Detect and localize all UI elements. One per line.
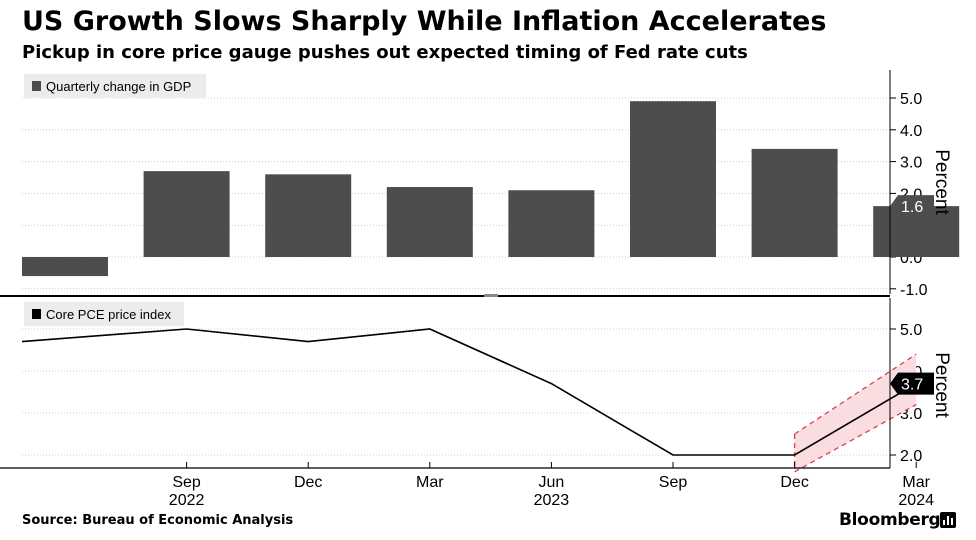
x-tick-label: Mar: [902, 474, 930, 491]
pce-legend-bg: [24, 302, 184, 326]
gdp-bar: [143, 171, 230, 257]
gdp-bar: [508, 190, 595, 257]
bloomberg-logo: Bloomberg: [839, 510, 941, 530]
gdp-tick-label: -1.0: [900, 282, 928, 299]
gdp-tick-label: 3.0: [900, 155, 922, 172]
pce-tick-label: 5.0: [900, 322, 922, 339]
chart-title: US Growth Slows Sharply While Inflation …: [22, 6, 827, 37]
bloomberg-icon: [940, 512, 956, 528]
gdp-tick-label: 4.0: [900, 123, 922, 140]
x-axis: Sep Dec Mar Jun Sep Dec Mar 2022 2023 2024: [0, 462, 934, 509]
gdp-legend-label: Quarterly change in GDP: [46, 79, 191, 94]
x-year-label: 2022: [169, 492, 205, 509]
gdp-y-label: Percent: [931, 149, 952, 215]
gdp-bar: [630, 101, 716, 258]
x-year-label: 2023: [534, 492, 570, 509]
gdp-bar: [386, 187, 473, 257]
panel-divider-handle: [484, 294, 498, 297]
pce-forecast-band: [794, 354, 917, 472]
x-tick-label: Sep: [659, 474, 688, 491]
x-tick-label: Dec: [780, 474, 808, 491]
pce-y-label: Percent: [931, 352, 952, 418]
pce-line: [21, 328, 917, 456]
gdp-bar: [22, 257, 108, 277]
gdp-tick-label: 5.0: [900, 91, 922, 108]
x-tick-label: Sep: [172, 474, 201, 491]
pce-band-upper: [794, 353, 917, 435]
x-tick-label: Jun: [539, 474, 565, 491]
source-note: Source: Bureau of Economic Analysis: [22, 513, 294, 528]
pce-last-value: 3.7: [901, 377, 923, 394]
x-tick-label: Mar: [416, 474, 444, 491]
gdp-legend-swatch: [32, 81, 41, 91]
gdp-bar: [751, 148, 838, 257]
gdp-last-value-tag: [890, 195, 934, 218]
pce-legend-label: Core PCE price index: [46, 307, 171, 322]
pce-legend-swatch: [32, 309, 41, 319]
x-tick-label: Dec: [294, 474, 322, 491]
gdp-legend-bg: [24, 74, 206, 98]
pce-tick-label: 2.0: [900, 448, 922, 465]
chart-subtitle: Pickup in core price gauge pushes out ex…: [22, 42, 748, 63]
gdp-bar: [265, 174, 352, 257]
gdp-last-value: 1.6: [901, 199, 923, 216]
x-year-label: 2024: [898, 492, 934, 509]
pce-last-value-tag: [890, 372, 934, 395]
